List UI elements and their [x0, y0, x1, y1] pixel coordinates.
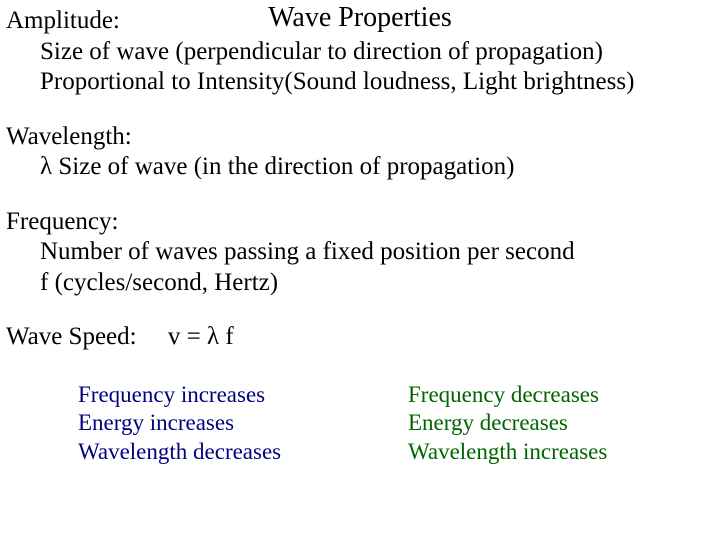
right-col-line1: Frequency decreases [408, 381, 607, 410]
gap [6, 183, 714, 207]
wavelength-term: Wavelength: [6, 122, 714, 153]
gap [6, 98, 714, 122]
frequency-line1: Number of waves passing a fixed position… [40, 237, 714, 268]
wave-speed-line: Wave Speed: v = λ f [6, 322, 714, 353]
frequency-term: Frequency: [6, 207, 714, 238]
right-column: Frequency decreases Energy decreases Wav… [408, 381, 607, 467]
amplitude-line1: Size of wave (perpendicular to direction… [40, 37, 714, 68]
left-col-line3: Wavelength decreases [78, 438, 408, 467]
wave-speed-formula: v = λ f [168, 323, 234, 350]
gap [6, 298, 714, 322]
body-content: Amplitude: Size of wave (perpendicular t… [6, 6, 714, 467]
left-col-line2: Energy increases [78, 409, 408, 438]
amplitude-line2: Proportional to Intensity(Sound loudness… [40, 67, 714, 98]
right-col-line3: Wavelength increases [408, 438, 607, 467]
wave-speed-label: Wave Speed: [6, 322, 137, 353]
frequency-line2: f (cycles/second, Hertz) [40, 268, 714, 299]
left-column: Frequency increases Energy increases Wav… [78, 381, 408, 467]
amplitude-term: Amplitude: [6, 6, 714, 37]
columns: Frequency increases Energy increases Wav… [6, 381, 714, 467]
left-col-line1: Frequency increases [78, 381, 408, 410]
wavelength-line1: λ Size of wave (in the direction of prop… [40, 152, 714, 183]
right-col-line2: Energy decreases [408, 409, 607, 438]
slide: Wave Properties Amplitude: Size of wave … [0, 0, 720, 540]
